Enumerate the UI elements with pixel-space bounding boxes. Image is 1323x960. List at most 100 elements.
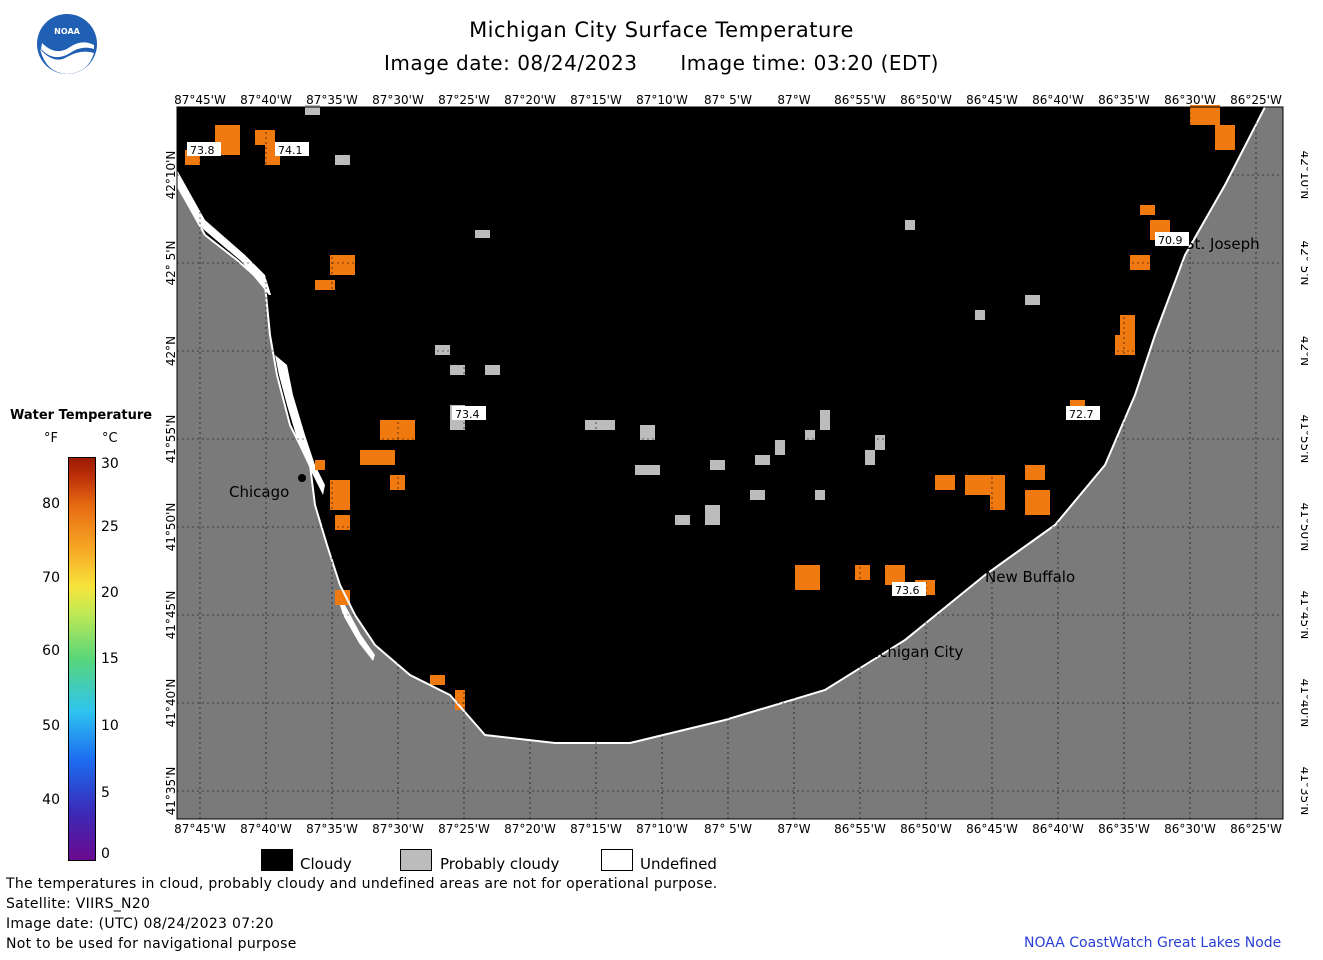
lon-label: 87°W bbox=[777, 95, 810, 107]
lat-axis-right: 42°10'N 42° 5'N 42°N 41°55'N 41°50'N 41°… bbox=[1298, 151, 1308, 816]
c-tick: 25 bbox=[101, 519, 119, 535]
lon-label: 87° 5'W bbox=[704, 822, 752, 836]
lon-label: 87°20'W bbox=[504, 822, 556, 836]
new-buffalo-marker bbox=[978, 558, 986, 566]
f-tick: 50 bbox=[42, 718, 60, 734]
probably-cloudy-label: Probably cloudy bbox=[440, 855, 560, 873]
lon-label: 86°50'W bbox=[900, 95, 952, 107]
lon-axis-bottom: 87°45'W 87°40'W 87°35'W 87°30'W 87°25'W 87°… bbox=[174, 822, 1282, 836]
f-tick: 60 bbox=[42, 643, 60, 659]
place-chicago: Chicago bbox=[229, 483, 289, 501]
c-tick: 5 bbox=[101, 785, 110, 801]
temp-label: 73.4 bbox=[455, 408, 480, 421]
f-tick: 40 bbox=[42, 792, 60, 808]
legend-unit-c: °C bbox=[102, 431, 118, 446]
lon-label: 87°30'W bbox=[372, 95, 424, 107]
temperature-map: Chicago St. Joseph New Buffalo Michigan … bbox=[174, 95, 1284, 820]
lat-label: 41°35'N bbox=[1298, 767, 1308, 816]
lon-label: 87°30'W bbox=[372, 822, 424, 836]
lon-label: 86°50'W bbox=[900, 822, 952, 836]
nav-warning: Not to be used for navigational purpose bbox=[6, 936, 297, 952]
graticule bbox=[177, 107, 1283, 819]
lon-label: 86°35'W bbox=[1098, 95, 1150, 107]
c-tick: 10 bbox=[101, 718, 119, 734]
utc-date: Image date: (UTC) 08/24/2023 07:20 bbox=[6, 916, 274, 932]
legend-title: Water Temperature bbox=[10, 408, 153, 423]
lon-label: 86°55'W bbox=[834, 822, 886, 836]
c-tick: 20 bbox=[101, 585, 119, 601]
lon-label: 87°20'W bbox=[504, 95, 556, 107]
lon-label: 87°40'W bbox=[240, 822, 292, 836]
temperature-colorbar bbox=[68, 457, 96, 861]
lon-label: 87°35'W bbox=[306, 822, 358, 836]
c-tick: 0 bbox=[101, 846, 110, 862]
lat-label: 41°45'N bbox=[1298, 591, 1308, 640]
undefined-swatch bbox=[601, 849, 633, 871]
c-tick: 30 bbox=[101, 456, 119, 472]
probably-cloudy-swatch bbox=[400, 849, 432, 871]
logo-text: NOAA bbox=[54, 27, 80, 36]
satellite-info: Satellite: VIIRS_N20 bbox=[6, 896, 151, 912]
lat-label: 41°50'N bbox=[1298, 503, 1308, 552]
temp-label: 73.6 bbox=[895, 584, 920, 597]
cloudy-label: Cloudy bbox=[300, 855, 352, 873]
lon-label: 86°40'W bbox=[1032, 822, 1084, 836]
lat-label: 41°45'N bbox=[164, 591, 178, 640]
map-title: Michigan City Surface Temperature bbox=[469, 18, 854, 42]
credit-link[interactable]: NOAA CoastWatch Great Lakes Node bbox=[1024, 935, 1282, 951]
lat-label: 42° 5'N bbox=[164, 241, 178, 286]
lon-label: 86°25'W bbox=[1230, 822, 1282, 836]
undefined-strip-north bbox=[177, 170, 271, 295]
lat-label: 42° 5'N bbox=[1298, 241, 1308, 286]
lat-label: 41°55'N bbox=[1298, 415, 1308, 464]
f-tick: 80 bbox=[42, 496, 60, 512]
lon-label: 87°25'W bbox=[438, 95, 490, 107]
temp-label: 72.7 bbox=[1069, 408, 1094, 421]
f-tick: 70 bbox=[42, 570, 60, 586]
disclaimer-note: The temperatures in cloud, probably clou… bbox=[6, 876, 718, 892]
lon-axis-labels: 87°45'W 87°40'W 87°35'W 87°30'W 87°25'W 87°… bbox=[174, 95, 1282, 107]
lon-label: 87°15'W bbox=[570, 95, 622, 107]
lon-label: 86°55'W bbox=[834, 95, 886, 107]
lat-label: 42°N bbox=[164, 336, 178, 366]
lon-label: 86°30'W bbox=[1164, 822, 1216, 836]
lon-label: 87°10'W bbox=[636, 95, 688, 107]
lon-label: 86°30'W bbox=[1164, 95, 1216, 107]
lat-label: 42°N bbox=[1298, 336, 1308, 366]
lat-axis-left: 42°10'N 42° 5'N 42°N 41°55'N 41°50'N 41°… bbox=[164, 151, 178, 816]
lat-label: 41°55'N bbox=[164, 415, 178, 464]
lon-label: 87°45'W bbox=[174, 95, 226, 107]
michigan-city-marker bbox=[858, 632, 866, 640]
undefined-strip-south bbox=[337, 595, 375, 661]
temp-label: 74.1 bbox=[278, 144, 303, 157]
lon-label: 86°40'W bbox=[1032, 95, 1084, 107]
lat-label: 41°50'N bbox=[164, 503, 178, 552]
lat-label: 42°10'N bbox=[164, 151, 178, 200]
land-illinois bbox=[177, 185, 630, 819]
land-south bbox=[485, 640, 905, 819]
lon-label: 87°25'W bbox=[438, 822, 490, 836]
lat-label: 42°10'N bbox=[1298, 151, 1308, 200]
map-frame bbox=[176, 106, 1284, 820]
temp-label: 70.9 bbox=[1158, 234, 1183, 247]
lat-label: 41°35'N bbox=[164, 767, 178, 816]
image-time: Image time: 03:20 (EDT) bbox=[680, 51, 939, 75]
lon-label: 87°45'W bbox=[174, 822, 226, 836]
place-st-joseph: St. Joseph bbox=[1185, 235, 1260, 253]
lon-label: 86°45'W bbox=[966, 95, 1018, 107]
lon-label: 87° 5'W bbox=[704, 95, 752, 107]
legend-unit-f: °F bbox=[44, 431, 58, 446]
noaa-logo-icon: NOAA bbox=[37, 14, 97, 74]
lon-label: 87°10'W bbox=[636, 822, 688, 836]
lat-label: 41°40'N bbox=[164, 679, 178, 728]
cloudy-swatch bbox=[261, 849, 293, 871]
undefined-strip-chicago bbox=[275, 355, 325, 495]
image-date: Image date: 08/24/2023 bbox=[384, 51, 638, 75]
place-michigan-city: Michigan City bbox=[862, 643, 964, 661]
shoreline bbox=[176, 106, 1266, 744]
lon-label: 87°15'W bbox=[570, 822, 622, 836]
chicago-marker bbox=[298, 474, 306, 482]
undefined-label: Undefined bbox=[640, 855, 717, 873]
place-new-buffalo: New Buffalo bbox=[985, 568, 1075, 586]
lat-label: 41°40'N bbox=[1298, 679, 1308, 728]
